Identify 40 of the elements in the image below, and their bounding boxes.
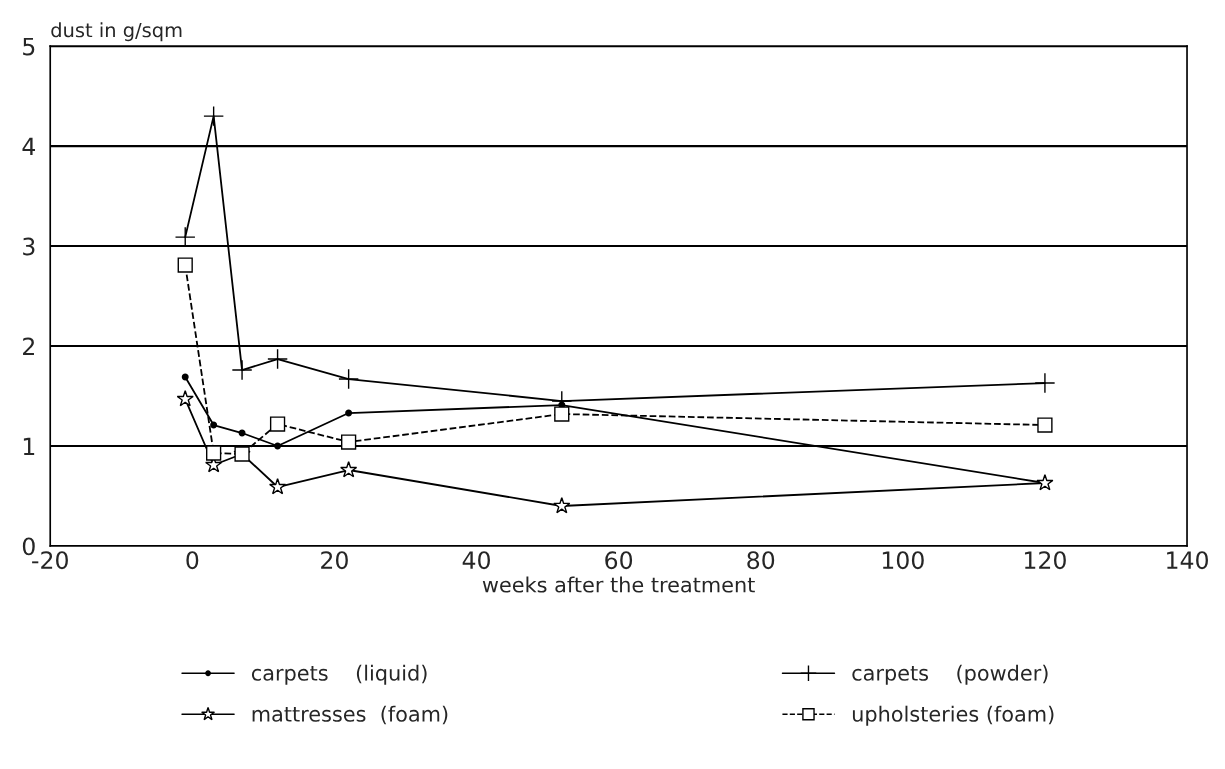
legend-label: carpets (powder)	[852, 664, 1048, 685]
y-tick-label: 3	[23, 237, 35, 256]
point	[268, 477, 287, 495]
point	[177, 257, 193, 273]
legend-label: carpets (liquid)	[251, 664, 427, 685]
x-tick-label: 100	[882, 551, 924, 570]
point	[176, 390, 194, 407]
x-axis-title: weeks after the treatment	[482, 576, 755, 593]
point	[553, 496, 571, 514]
x-tick-label: 20	[321, 551, 348, 570]
y-tick-label: 5	[23, 37, 35, 56]
x-tick-label: 40	[462, 551, 490, 570]
x-tick-label: 60	[605, 551, 633, 570]
point	[554, 406, 570, 422]
point	[1037, 417, 1053, 433]
point	[1034, 372, 1056, 394]
x-tick-label: 0	[186, 551, 199, 570]
y-tick-label: 2	[23, 337, 34, 356]
x-tick-label: 140	[1167, 551, 1208, 570]
point	[274, 442, 282, 450]
point	[267, 348, 289, 370]
legend-label: upholsteries (foam)	[852, 705, 1054, 726]
point	[174, 226, 196, 248]
y-axis-title: dust in g/sqm	[51, 22, 182, 42]
point	[181, 373, 189, 381]
x-tick-label: 80	[747, 551, 775, 570]
point	[340, 460, 358, 478]
point	[203, 105, 225, 127]
y-tick-label: 4	[22, 137, 36, 156]
point	[206, 445, 222, 461]
point	[340, 434, 357, 450]
point	[269, 416, 286, 432]
point	[338, 368, 360, 390]
y-tick-label: 1	[23, 437, 35, 455]
legend-label: mattresses (foam)	[252, 705, 448, 725]
point	[231, 359, 253, 381]
x-tick-label: 120	[1024, 551, 1066, 570]
point	[234, 446, 250, 462]
point	[345, 409, 353, 417]
point	[210, 421, 218, 429]
